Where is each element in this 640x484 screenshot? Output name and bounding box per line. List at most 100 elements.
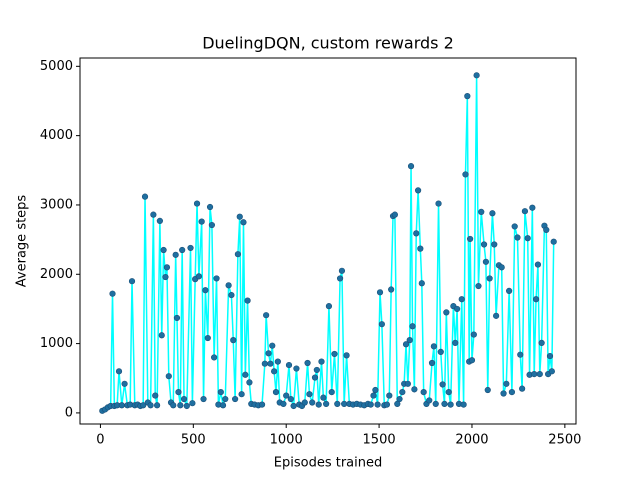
data-point xyxy=(202,287,209,294)
data-point xyxy=(204,334,211,342)
data-point xyxy=(172,251,179,258)
data-point xyxy=(402,341,410,348)
data-point xyxy=(435,200,442,207)
data-point xyxy=(318,358,325,365)
data-point xyxy=(498,264,505,271)
data-point xyxy=(293,365,300,372)
data-point xyxy=(529,204,536,211)
x-tick-label: 1000 xyxy=(270,433,303,448)
data-point xyxy=(437,348,444,356)
data-point xyxy=(460,401,467,408)
data-point xyxy=(121,380,128,387)
data-point xyxy=(506,287,513,295)
data-point xyxy=(367,401,374,408)
data-point xyxy=(175,389,182,396)
data-point xyxy=(118,402,125,409)
data-point xyxy=(165,373,172,380)
data-point xyxy=(336,275,344,282)
x-tick-label: 2000 xyxy=(455,433,488,448)
data-point xyxy=(258,401,266,408)
data-point xyxy=(269,342,276,349)
data-point xyxy=(473,72,480,79)
data-point xyxy=(374,401,381,408)
data-point xyxy=(153,402,161,409)
data-point xyxy=(109,290,116,297)
data-point xyxy=(491,241,498,248)
data-point xyxy=(521,208,529,215)
data-point xyxy=(242,371,249,378)
data-point xyxy=(128,278,136,285)
data-point xyxy=(189,400,196,407)
data-point xyxy=(343,352,350,359)
data-point xyxy=(162,273,169,281)
data-point xyxy=(467,235,474,243)
data-point xyxy=(225,282,232,289)
data-point xyxy=(418,280,425,287)
data-point xyxy=(325,303,333,310)
data-point xyxy=(211,354,218,361)
data-point xyxy=(198,218,205,225)
data-point xyxy=(285,361,293,369)
data-point xyxy=(222,395,229,403)
data-point xyxy=(447,401,454,408)
data-point xyxy=(183,402,190,410)
data-point xyxy=(246,379,253,386)
data-point xyxy=(173,314,181,322)
data-point xyxy=(454,305,461,313)
data-point xyxy=(234,251,242,258)
data-point xyxy=(180,395,188,403)
data-point xyxy=(195,273,202,280)
data-point xyxy=(536,370,543,378)
data-point xyxy=(486,275,493,282)
data-point xyxy=(213,275,220,282)
data-point xyxy=(503,380,510,387)
x-axis-label: Episodes trained xyxy=(274,456,382,471)
data-point xyxy=(306,391,313,398)
data-point xyxy=(489,210,496,217)
data-point xyxy=(170,402,177,409)
data-point xyxy=(546,352,554,360)
data-point xyxy=(200,395,207,403)
data-point xyxy=(409,323,416,330)
data-point xyxy=(432,400,439,407)
data-point xyxy=(550,238,557,245)
data-point xyxy=(238,391,245,398)
data-point xyxy=(179,246,186,254)
data-point xyxy=(445,389,452,396)
data-point xyxy=(160,246,167,254)
data-point xyxy=(141,193,149,200)
y-tick-label: 0 xyxy=(65,405,73,420)
data-point xyxy=(493,312,500,319)
data-point xyxy=(464,93,471,100)
data-point xyxy=(439,381,446,388)
data-point xyxy=(538,339,545,346)
data-point xyxy=(376,289,384,296)
x-tick-label: 0 xyxy=(96,433,104,448)
data-point xyxy=(524,235,531,242)
y-tick-label: 4000 xyxy=(40,128,73,143)
data-point xyxy=(271,368,278,375)
data-point xyxy=(500,390,507,397)
data-point xyxy=(475,282,482,290)
data-point xyxy=(177,402,184,409)
data-point xyxy=(320,394,327,401)
x-tick-label: 500 xyxy=(181,433,206,448)
data-point xyxy=(543,226,550,234)
data-point xyxy=(534,261,542,268)
data-point xyxy=(417,245,424,252)
data-point xyxy=(414,187,422,194)
chart-title: DuelingDQN, custom rewards 2 xyxy=(202,34,454,53)
axes-frame xyxy=(79,57,577,425)
data-point xyxy=(484,386,491,394)
data-point xyxy=(274,358,281,365)
data-point xyxy=(452,339,459,346)
data-point xyxy=(482,258,490,265)
data-point xyxy=(519,385,526,392)
data-point xyxy=(311,374,319,381)
data-point xyxy=(406,337,413,344)
data-point xyxy=(163,264,171,271)
data-point xyxy=(261,360,268,367)
data-point xyxy=(420,389,427,396)
data-point xyxy=(236,213,243,220)
